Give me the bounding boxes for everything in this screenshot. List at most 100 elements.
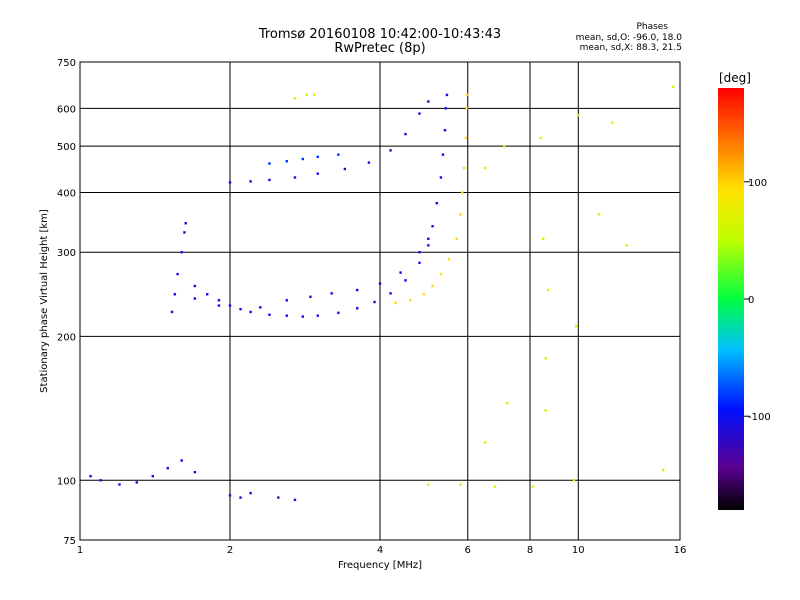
data-point bbox=[217, 299, 221, 302]
data-point bbox=[399, 271, 402, 274]
y-tick-label: 100 bbox=[57, 476, 76, 487]
data-point bbox=[176, 272, 179, 276]
data-point bbox=[312, 93, 316, 97]
data-point bbox=[293, 96, 297, 100]
data-point bbox=[268, 313, 271, 316]
data-point bbox=[239, 307, 242, 311]
data-point bbox=[611, 121, 614, 124]
data-point bbox=[661, 468, 665, 472]
data-point bbox=[483, 441, 487, 444]
data-point bbox=[435, 201, 438, 205]
y-tick-label: 300 bbox=[57, 248, 76, 259]
x-tick-label: 10 bbox=[572, 545, 585, 556]
data-point bbox=[268, 178, 271, 182]
data-point bbox=[166, 466, 169, 470]
plot-frame bbox=[79, 61, 681, 541]
colorbar-tick-label: -100 bbox=[748, 412, 771, 423]
data-point bbox=[316, 155, 319, 159]
data-point bbox=[431, 284, 434, 288]
colorbar-tick-label: 0 bbox=[748, 295, 754, 306]
phases-label: Phases bbox=[636, 22, 668, 32]
data-point bbox=[217, 304, 221, 307]
data-point bbox=[228, 304, 232, 307]
data-point bbox=[464, 136, 468, 140]
data-point bbox=[337, 153, 340, 156]
data-point bbox=[205, 293, 209, 296]
data-point bbox=[422, 293, 426, 296]
data-point bbox=[483, 166, 487, 170]
data-point bbox=[625, 244, 628, 247]
data-point bbox=[461, 191, 464, 194]
data-point bbox=[343, 167, 347, 171]
data-point bbox=[293, 176, 297, 179]
data-point bbox=[427, 244, 430, 247]
x-axis-label: Frequency [MHz] bbox=[338, 560, 422, 571]
data-point bbox=[544, 357, 547, 360]
data-point bbox=[293, 498, 297, 502]
colorbar-ticks: 100 0 -100 bbox=[744, 178, 771, 423]
data-point bbox=[99, 479, 102, 482]
data-point bbox=[574, 325, 578, 328]
data-point bbox=[249, 180, 252, 183]
data-point bbox=[173, 293, 177, 296]
data-point bbox=[389, 149, 392, 152]
data-point bbox=[228, 494, 232, 497]
data-point bbox=[455, 237, 458, 241]
data-point bbox=[193, 297, 197, 300]
stats-x-mode: mean, sd,X: 88.3, 21.5 bbox=[579, 43, 682, 53]
data-point bbox=[277, 496, 280, 499]
data-point bbox=[465, 93, 469, 97]
data-point bbox=[367, 161, 371, 164]
data-point bbox=[439, 272, 443, 276]
data-point bbox=[671, 85, 675, 89]
data-point bbox=[170, 310, 174, 314]
data-point bbox=[228, 181, 232, 184]
data-point bbox=[337, 311, 340, 315]
data-point bbox=[151, 474, 155, 478]
colorbar-tick-label: 100 bbox=[748, 178, 767, 189]
data-point bbox=[389, 292, 392, 295]
data-point bbox=[316, 172, 319, 175]
data-point bbox=[309, 295, 312, 299]
data-point bbox=[531, 485, 534, 488]
data-point bbox=[541, 237, 545, 241]
data-point bbox=[89, 474, 92, 478]
data-point bbox=[465, 107, 468, 110]
x-tick-label: 4 bbox=[377, 545, 383, 556]
x-tick-label: 1 bbox=[77, 545, 83, 556]
colorbar bbox=[718, 88, 744, 510]
data-point bbox=[249, 491, 252, 495]
data-point bbox=[135, 481, 138, 484]
data-point bbox=[409, 299, 412, 302]
data-point bbox=[259, 306, 262, 309]
chart-subtitle: RwPretec (8p) bbox=[334, 41, 426, 56]
data-point bbox=[546, 288, 550, 292]
data-point bbox=[378, 282, 382, 285]
data-point bbox=[301, 157, 305, 161]
data-point bbox=[447, 258, 451, 261]
data-point bbox=[572, 479, 576, 482]
data-point bbox=[355, 307, 359, 310]
data-point bbox=[418, 251, 421, 254]
x-axis-ticks: 1 2 4 6 8 10 16 bbox=[77, 545, 687, 556]
y-tick-label: 600 bbox=[57, 104, 76, 115]
data-point bbox=[577, 114, 580, 117]
x-tick-label: 8 bbox=[527, 545, 533, 556]
data-point bbox=[394, 301, 397, 305]
data-point bbox=[502, 144, 506, 148]
data-point bbox=[404, 132, 407, 136]
data-point bbox=[193, 470, 197, 474]
data-point bbox=[539, 136, 542, 140]
y-tick-label: 500 bbox=[57, 142, 76, 153]
data-point bbox=[445, 93, 449, 97]
data-point bbox=[459, 483, 462, 486]
data-point bbox=[118, 483, 121, 486]
data-point bbox=[180, 251, 183, 254]
data-point bbox=[285, 314, 288, 317]
data-point bbox=[441, 153, 445, 156]
data-point bbox=[431, 225, 434, 228]
data-point bbox=[305, 93, 308, 97]
data-point bbox=[268, 162, 271, 165]
data-point bbox=[462, 166, 466, 170]
data-points bbox=[89, 85, 675, 502]
